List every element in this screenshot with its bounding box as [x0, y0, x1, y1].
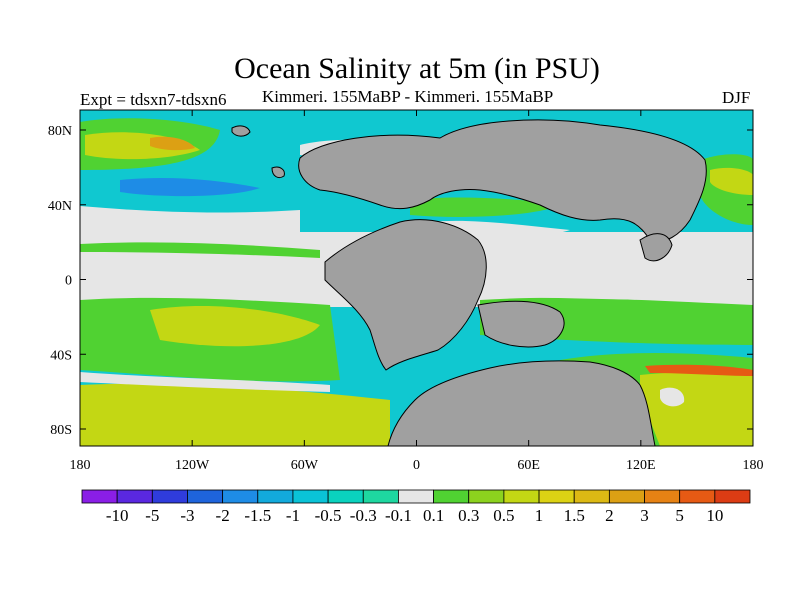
north-pacific-neutral-band	[80, 206, 300, 232]
experiment-label: Expt = tdsxn7-tdsxn6	[80, 90, 227, 109]
y-tick-label: 80S	[50, 423, 72, 438]
map-axes: 180 120W 60W 0 60E 120E 180 80N 40N 0 40S 80S	[48, 110, 764, 473]
south-continent-west	[324, 219, 487, 371]
map-title: Ocean Salinity at 5m (in PSU)	[234, 52, 600, 85]
colorbar-label: 0.1	[423, 506, 444, 525]
y-tick-label: 40N	[48, 199, 72, 214]
y-tick-label: 40S	[50, 348, 72, 363]
east-neutral-gyre	[660, 387, 685, 407]
north-pacific-orange-spot	[150, 136, 195, 151]
colorbar-swatch	[187, 489, 224, 504]
colorbar-swatch	[222, 489, 259, 504]
x-tick-label: 180	[743, 458, 764, 473]
colorbar-label: -2	[216, 506, 230, 525]
east-tethys-neutral-band	[480, 268, 700, 300]
colorbar-swatch	[433, 489, 470, 504]
colorbar-swatch	[116, 489, 153, 504]
colorbar-swatch	[714, 489, 751, 504]
colorbar-swatch	[151, 489, 188, 504]
colorbar: -10 -5 -3 -2 -1.5 -1 -0.5 -0.3 -0.1 0.1 0.3 0.5 1 1.5…	[81, 489, 751, 525]
x-tick-label: 120E	[626, 458, 656, 473]
colorbar-label: 3	[640, 506, 649, 525]
southern-ocean-neutral-streak	[80, 372, 330, 392]
east-peninsula	[639, 233, 673, 262]
tethys-green-strip	[410, 197, 560, 217]
central-pacific-blue-patch	[120, 177, 260, 197]
x-tick-label: 60E	[517, 458, 540, 473]
colorbar-label: -10	[106, 506, 129, 525]
southern-red-streak	[645, 364, 753, 376]
colorbar-swatch	[398, 489, 434, 504]
colorbar-swatch	[503, 489, 540, 504]
east-high-latitude-yellow-patch	[710, 167, 753, 195]
colorbar-label: 2	[605, 506, 614, 525]
southern-ocean-yellow-band	[80, 383, 390, 446]
north-atlantic-green-strip	[80, 242, 320, 258]
colorbar-label: -5	[145, 506, 159, 525]
x-tick-label: 120W	[175, 458, 210, 473]
map-plot-area	[80, 110, 753, 446]
colorbar-swatch	[257, 489, 294, 504]
island-west	[271, 166, 285, 179]
south-continent-east	[477, 300, 565, 348]
colorbar-swatch	[573, 489, 610, 504]
colorbar-swatch	[644, 489, 681, 504]
land-masses	[231, 119, 707, 446]
colorbar-label: 5	[675, 506, 684, 525]
colorbar-swatch	[362, 489, 399, 504]
colorbar-swatch	[327, 489, 364, 504]
island-north	[231, 125, 251, 137]
colorbar-swatch	[468, 489, 505, 504]
colorbar-label: 0.5	[493, 506, 514, 525]
colorbar-swatch	[679, 489, 716, 504]
colorbar-label: 0.3	[458, 506, 479, 525]
colorbar-label: 10	[706, 506, 723, 525]
colorbar-swatch	[608, 489, 645, 504]
colorbar-label: -0.5	[315, 506, 342, 525]
period-label: Kimmeri. 155MaBP - Kimmeri. 155MaBP	[262, 87, 554, 106]
colorbar-label: -1	[286, 506, 300, 525]
colorbar-label: 1.5	[564, 506, 585, 525]
colorbar-label: -0.1	[385, 506, 412, 525]
x-tick-label: 0	[413, 458, 420, 473]
colorbar-swatch	[538, 489, 575, 504]
colorbar-label: -3	[180, 506, 194, 525]
antarctic-continent	[387, 360, 656, 446]
southwest-indian-yellow-patch	[640, 372, 753, 446]
colorbar-swatch	[292, 489, 329, 504]
colorbar-label: -1.5	[244, 506, 271, 525]
x-tick-label: 180	[70, 458, 91, 473]
north-continent	[298, 119, 707, 242]
colorbar-label: 1	[535, 506, 544, 525]
y-tick-label: 0	[65, 274, 72, 289]
y-tick-label: 80N	[48, 124, 72, 139]
colorbar-label: -0.3	[350, 506, 377, 525]
colorbar-swatch	[81, 489, 118, 504]
south-pacific-yellow-patch	[150, 305, 320, 347]
season-label: DJF	[722, 88, 751, 107]
x-tick-label: 60W	[291, 458, 319, 473]
